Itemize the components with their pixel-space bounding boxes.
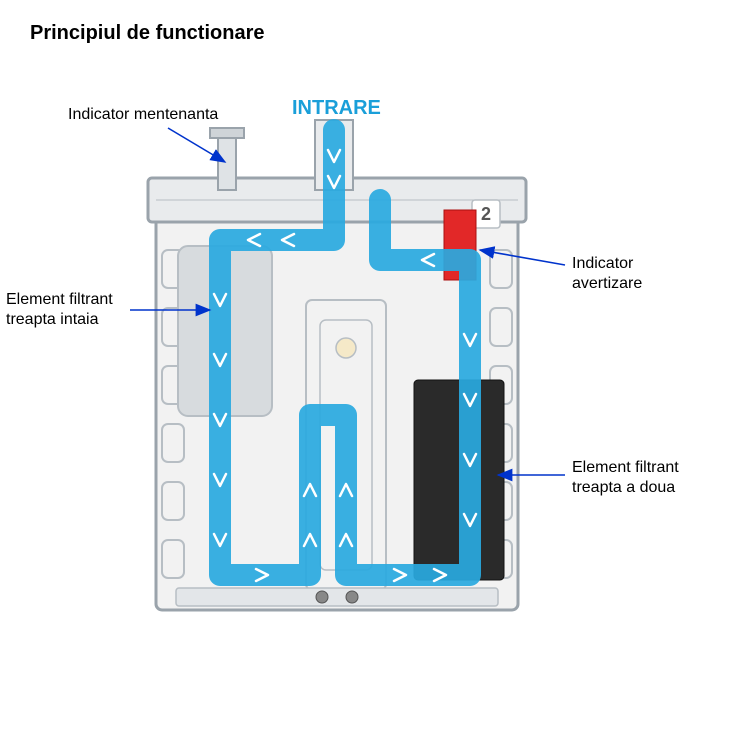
flow-inlet-label: INTRARE xyxy=(292,97,381,120)
label-stage2: Element filtranttreapta a doua xyxy=(572,458,679,498)
label-maintenance: Indicator mentenanta xyxy=(68,105,218,125)
label-warning: Indicatoravertizare xyxy=(572,254,642,294)
flow-outlet-label: IESIRE xyxy=(325,390,391,413)
label-stage1: Element filtranttreapta intaia xyxy=(6,290,113,330)
diagram-title: Principiul de functionare xyxy=(30,22,264,45)
svg-text:2: 2 xyxy=(481,204,491,224)
